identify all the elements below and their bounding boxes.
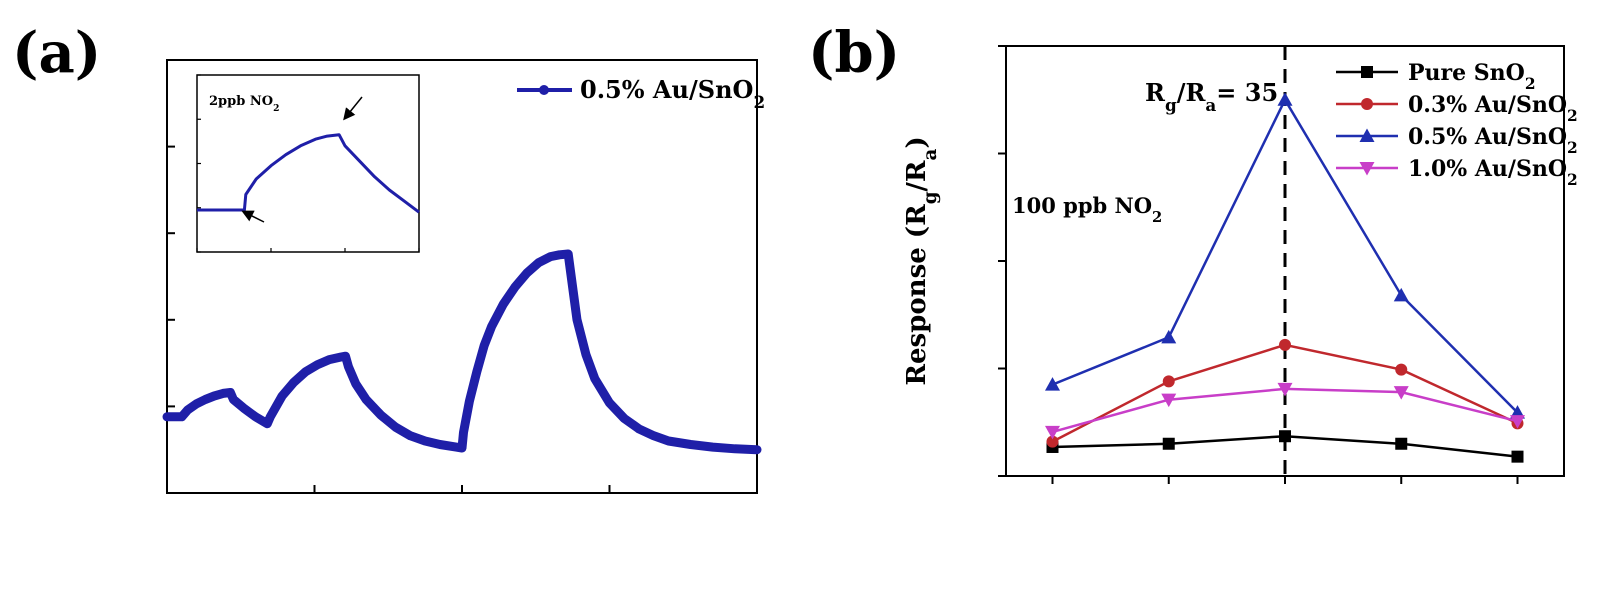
legend-label-2: 0.5% Au/SnO2 <box>1408 124 1578 157</box>
legend-label-0: Pure SnO2 <box>1408 60 1536 93</box>
legend-marker-0 <box>1361 66 1373 78</box>
data-point-series-2 <box>1277 92 1293 106</box>
data-point-series-3 <box>1510 415 1525 429</box>
data-point-series-0 <box>1162 437 1175 450</box>
data-point-series-0 <box>1511 450 1524 463</box>
y-axis-label: Response (Rg/Ra) <box>902 136 941 385</box>
data-point-series-3 <box>1045 425 1060 440</box>
annotation-peak-response: Rg/Ra= 35 <box>1145 78 1278 115</box>
legend-marker <box>539 85 549 95</box>
panel-a-label: (a) <box>12 20 101 86</box>
data-point-series-2 <box>1045 377 1060 391</box>
data-point-series-2 <box>1161 329 1177 344</box>
inset-frame <box>196 74 420 253</box>
annotation-concentration: 100 ppb NO2 <box>1012 193 1162 226</box>
legend-marker-2 <box>1359 128 1375 142</box>
data-point-series-3 <box>1393 386 1409 400</box>
inset-gas-out-arrow <box>343 96 363 121</box>
legend-marker-1 <box>1361 98 1373 110</box>
legend-marker-3 <box>1359 162 1375 176</box>
panel-b-label: (b) <box>808 20 900 86</box>
panel-a-chart: 0.5% Au/SnO2 2ppb NO2 <box>162 59 765 494</box>
data-point-series-1 <box>1279 338 1291 351</box>
legend-label-1: 0.3% Au/SnO2 <box>1408 92 1578 125</box>
series-line-0-5-au-sno2 <box>162 249 762 455</box>
data-point-series-1 <box>1395 363 1408 376</box>
inset-gas-in-arrow <box>241 210 265 223</box>
data-point-series-0 <box>1279 430 1291 443</box>
data-point-series-3 <box>1277 382 1293 397</box>
data-point-series-1 <box>1162 375 1175 388</box>
inset-gas-label: 2ppb NO2 <box>209 94 279 114</box>
data-point-series-0 <box>1395 437 1408 450</box>
legend-label: 0.5% Au/SnO2 <box>580 75 765 112</box>
data-point-series-2 <box>1393 287 1409 302</box>
data-point-series-1 <box>1046 435 1059 448</box>
data-point-series-3 <box>1161 393 1177 408</box>
legend-label-3: 1.0% Au/SnO2 <box>1408 156 1578 189</box>
inset-series-line <box>197 133 420 214</box>
